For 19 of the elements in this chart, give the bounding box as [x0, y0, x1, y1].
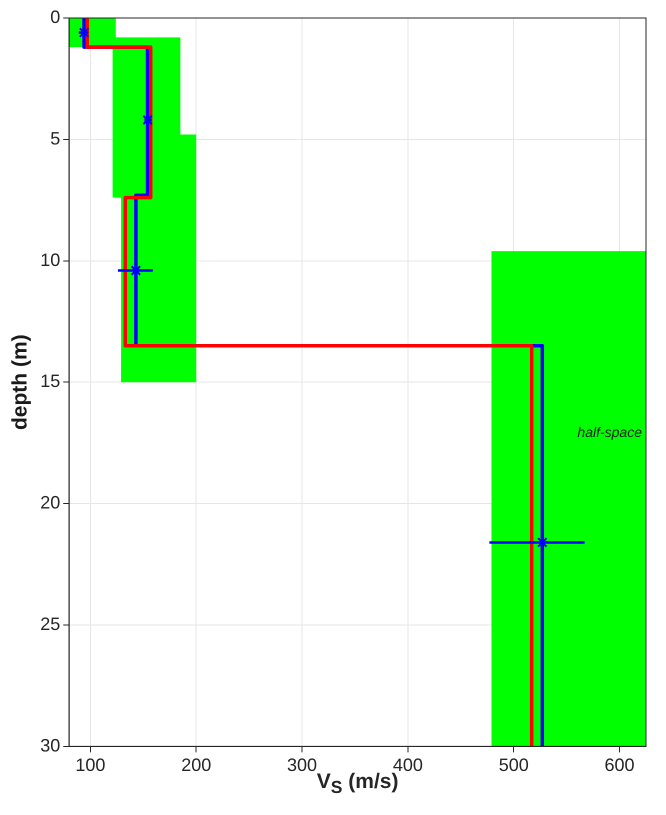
x-tick-label: 300	[287, 755, 318, 776]
y-tick-label: 15	[40, 371, 60, 392]
y-axis-title: depth (m)	[8, 334, 32, 430]
point	[142, 114, 153, 126]
x-axis-title: V$_{S}$ (m/s)	[316, 770, 398, 798]
annotation: half-space	[577, 424, 642, 440]
x-tick-label: 500	[498, 755, 529, 776]
y-tick-label: 30	[40, 735, 60, 756]
point	[130, 265, 142, 276]
y-tick-label: 20	[40, 492, 60, 513]
y-tick-label: 5	[50, 128, 60, 148]
y-tick-label: 10	[40, 250, 60, 270]
y-tick-label: 25	[40, 614, 60, 634]
x-tick-label: 100	[75, 755, 106, 776]
x-tick-label: 600	[604, 755, 635, 776]
point	[78, 27, 90, 38]
y-tick-label: 0	[50, 6, 60, 27]
x-tick-label: 200	[181, 755, 212, 776]
point	[537, 537, 548, 548]
